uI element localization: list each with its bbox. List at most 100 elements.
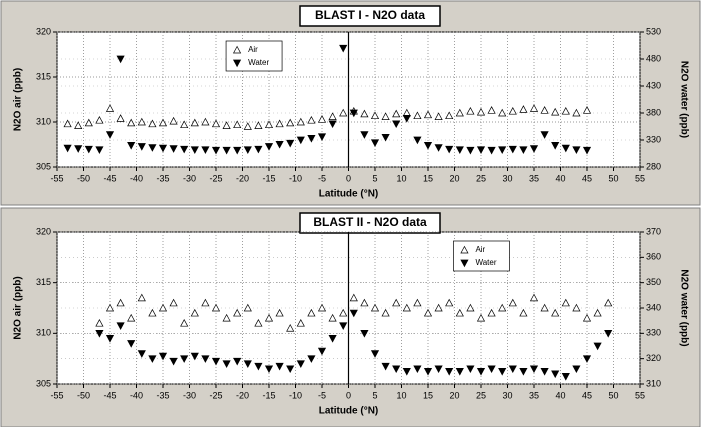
data-point <box>254 121 263 129</box>
data-point <box>148 355 157 363</box>
data-point <box>148 308 157 317</box>
legend-marker <box>460 245 469 254</box>
data-point <box>445 111 454 120</box>
data-point <box>190 146 199 154</box>
data-point <box>264 143 274 151</box>
x-tick-label: 20 <box>449 173 459 183</box>
y-tick-label: 310 <box>36 328 51 338</box>
x-tick-label: 10 <box>396 390 406 400</box>
x-tick-label: -10 <box>289 173 302 183</box>
y2-axis-label: N2O water (ppb) <box>678 269 689 346</box>
data-point <box>381 112 390 120</box>
data-point <box>349 293 358 302</box>
data-point <box>201 298 210 307</box>
data-point <box>211 119 221 128</box>
data-point <box>317 347 327 356</box>
x-tick-label: 30 <box>502 173 512 183</box>
y-tick-label: 305 <box>36 378 51 388</box>
data-point <box>254 362 263 371</box>
y2-tick-label: 330 <box>646 328 661 338</box>
y-tick-label: 310 <box>36 116 51 126</box>
x-tick-label: -5 <box>318 173 326 183</box>
x-axis-label: Latitude (°N) <box>319 189 379 200</box>
y2-tick-label: 330 <box>646 134 661 144</box>
data-point <box>349 309 358 318</box>
x-tick-label: 40 <box>555 390 565 400</box>
data-point <box>233 308 242 317</box>
data-point <box>487 365 496 374</box>
data-point <box>572 303 581 312</box>
data-point <box>243 122 252 130</box>
data-point <box>180 145 189 154</box>
data-point <box>402 115 411 123</box>
data-point <box>180 318 189 327</box>
data-point <box>392 120 401 129</box>
y2-tick-label: 360 <box>646 252 661 262</box>
data-point <box>476 367 486 376</box>
data-point <box>233 120 242 129</box>
data-point <box>529 145 539 153</box>
data-point <box>604 298 613 307</box>
x-tick-label: -50 <box>77 173 90 183</box>
x-tick-label: 25 <box>476 173 486 183</box>
data-point <box>137 143 146 151</box>
data-point <box>487 106 496 114</box>
x-tick-label: -10 <box>289 390 302 400</box>
data-point <box>105 104 115 112</box>
data-point <box>413 365 422 374</box>
data-point <box>508 106 517 115</box>
x-tick-label: 35 <box>529 390 539 400</box>
y-axis-label: N2O air (ppb) <box>13 68 24 131</box>
y2-axis-label: N2O water (ppb) <box>678 61 689 138</box>
data-point <box>381 133 390 142</box>
data-point <box>137 117 146 126</box>
data-point <box>307 355 316 363</box>
x-tick-label: 50 <box>608 173 618 183</box>
x-axis-label: Latitude (°N) <box>319 406 379 417</box>
legend-marker <box>232 45 242 54</box>
data-point <box>158 352 168 361</box>
data-point <box>296 117 305 126</box>
title-box <box>299 5 441 27</box>
data-point <box>169 116 178 125</box>
legend-box <box>225 40 283 72</box>
data-point <box>508 145 517 154</box>
data-point <box>264 365 274 374</box>
data-point <box>455 146 464 154</box>
data-point <box>158 144 168 153</box>
y2-tick-label: 280 <box>646 161 661 171</box>
data-point <box>423 110 433 119</box>
legend-label: Air <box>475 245 485 254</box>
data-point <box>158 303 168 312</box>
y2-tick-label: 530 <box>646 26 661 36</box>
data-point <box>519 105 528 113</box>
data-point <box>233 146 242 155</box>
data-point <box>392 365 401 374</box>
x-tick-label: 5 <box>372 390 377 400</box>
data-point <box>392 109 401 118</box>
data-point <box>360 329 369 338</box>
y2-tick-label: 340 <box>646 302 661 312</box>
data-point <box>243 146 252 154</box>
data-point <box>190 118 199 127</box>
data-point <box>307 115 316 124</box>
data-point <box>116 55 125 64</box>
data-point <box>466 365 475 374</box>
data-point <box>349 109 358 118</box>
x-tick-label: 45 <box>582 390 592 400</box>
y-tick-label: 320 <box>36 226 51 236</box>
data-point <box>296 360 305 368</box>
data-point <box>572 146 581 154</box>
x-tick-label: -45 <box>103 390 116 400</box>
data-point <box>445 145 454 154</box>
x-tick-label: -40 <box>130 390 143 400</box>
data-point <box>519 367 528 376</box>
data-point <box>604 329 613 338</box>
data-point <box>445 367 454 376</box>
x-tick-label: 55 <box>635 173 645 183</box>
data-point <box>296 318 305 327</box>
data-point <box>498 367 507 376</box>
data-point <box>582 146 592 155</box>
x-tick-label: -50 <box>77 390 90 400</box>
legend-label: Air <box>248 45 258 54</box>
